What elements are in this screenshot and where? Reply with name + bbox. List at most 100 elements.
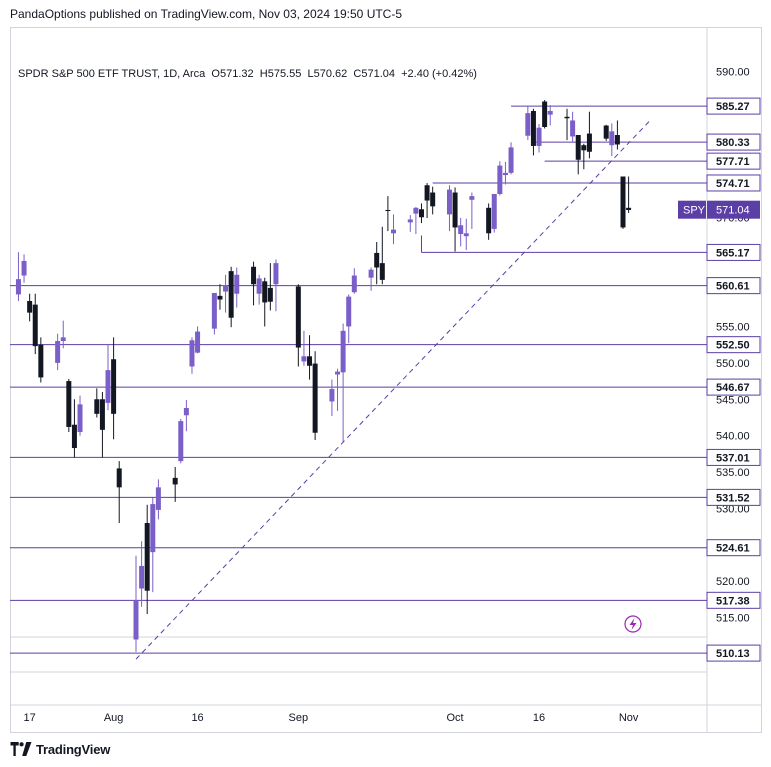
level-label: 537.01 <box>716 452 750 464</box>
level-label: 574.71 <box>716 178 750 190</box>
candle-body <box>626 207 632 210</box>
candle-body <box>542 101 548 128</box>
candle-body <box>570 120 576 137</box>
x-tick-label: Nov <box>619 712 639 724</box>
candle-body <box>508 147 514 173</box>
level-label: 585.27 <box>716 101 750 113</box>
candle-body <box>390 229 396 234</box>
candle-body <box>463 233 469 237</box>
candle-body <box>116 468 122 488</box>
legend-low-label: L <box>307 68 314 80</box>
level-label: 560.61 <box>716 281 750 293</box>
candle-body <box>99 399 105 430</box>
candle-body <box>234 274 240 294</box>
legend-close-label: C <box>353 68 362 80</box>
symbol-tag-label: SPY <box>683 205 706 217</box>
y-tick-label: 590.00 <box>716 67 750 79</box>
level-label: 546.67 <box>716 382 750 394</box>
tradingview-wordmark: TradingView <box>36 741 111 757</box>
x-tick-label: Oct <box>447 712 464 724</box>
candle-body <box>547 110 553 115</box>
last-price-tag <box>707 200 760 219</box>
y-tick-label: 550.00 <box>716 358 750 370</box>
candle-body <box>150 504 156 553</box>
level-label: 510.13 <box>716 648 750 660</box>
candle-body <box>430 192 436 207</box>
level-tag <box>706 97 761 115</box>
y-tick-label: 535.00 <box>716 467 750 479</box>
y-tick-label: 555.00 <box>716 321 750 333</box>
candle-body <box>256 278 262 294</box>
trendline <box>135 121 650 660</box>
candle-body <box>211 292 217 329</box>
candle-body <box>379 263 385 280</box>
candle-body <box>335 371 341 375</box>
level-tag <box>706 488 761 506</box>
candle-body <box>94 399 100 414</box>
candle-body <box>183 407 189 416</box>
candle-body <box>491 193 497 229</box>
candle-body <box>536 127 542 146</box>
candle-body <box>15 279 21 295</box>
candle-body <box>307 356 313 366</box>
candle-body <box>502 172 508 176</box>
candle-body <box>195 331 201 353</box>
candle-body <box>418 209 424 218</box>
candle-body <box>55 341 61 363</box>
candle-body <box>581 145 587 151</box>
candle-body <box>374 252 380 268</box>
candle-body <box>413 207 419 214</box>
candle-body <box>452 192 458 228</box>
candle-body <box>27 300 33 313</box>
y-tick-label: 520.00 <box>716 576 750 588</box>
publisher-line: PandaOptions published on TradingView.co… <box>10 7 403 21</box>
level-tag <box>706 174 761 192</box>
symbol-tag <box>678 200 706 219</box>
candle-body <box>262 281 268 303</box>
lightning-icon <box>624 615 642 633</box>
candle-body <box>172 477 178 485</box>
candle-body <box>21 260 27 276</box>
level-tag <box>706 644 761 662</box>
y-tick-label: 530.00 <box>716 503 750 515</box>
level-tag <box>706 539 761 557</box>
candle-body <box>295 286 301 348</box>
tradingview-branding[interactable]: TradingView <box>10 741 110 757</box>
candle-body <box>155 487 161 510</box>
candle-body <box>301 356 307 362</box>
candle-body <box>217 295 223 300</box>
candle-body <box>66 381 72 427</box>
candle-body <box>614 135 620 145</box>
candle-body <box>368 269 374 278</box>
level-tag <box>706 448 761 466</box>
tradingview-logo-icon <box>10 742 32 756</box>
x-tick-label: 16 <box>533 712 545 724</box>
x-tick-label: Aug <box>104 712 124 724</box>
candle-body <box>139 565 145 589</box>
candle-body <box>586 133 592 152</box>
level-tag <box>706 378 761 396</box>
candle-body <box>407 219 413 223</box>
candle-body <box>251 266 257 285</box>
candle-body <box>564 116 570 119</box>
candle-body <box>609 131 615 146</box>
candle-body <box>603 125 609 139</box>
level-tag <box>706 277 761 295</box>
lightning-icon-ring <box>624 615 642 633</box>
x-tick-label: 17 <box>24 712 36 724</box>
candle-body <box>267 287 273 302</box>
level-label: 580.33 <box>716 137 750 149</box>
candle-body <box>351 275 357 293</box>
candle-body <box>273 263 279 285</box>
level-tag <box>706 591 761 609</box>
level-label: 565.17 <box>716 247 750 259</box>
candle-body <box>497 165 503 194</box>
y-tick-label: 545.00 <box>716 394 750 406</box>
candle-body <box>446 189 452 215</box>
candle-body <box>38 344 44 378</box>
candle-body <box>144 523 150 591</box>
candle-body <box>32 304 38 347</box>
candle-body <box>77 404 83 433</box>
candle-body <box>620 176 626 228</box>
